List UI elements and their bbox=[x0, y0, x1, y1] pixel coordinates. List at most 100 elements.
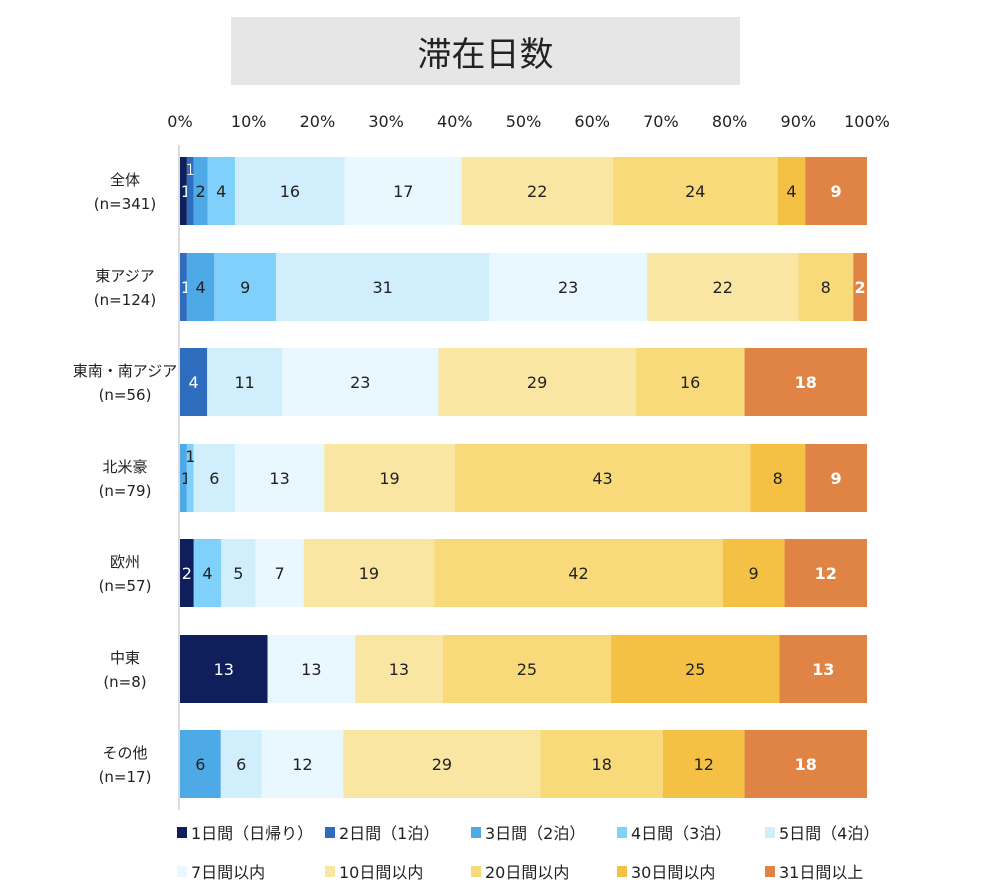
bar-segment bbox=[186, 444, 194, 512]
bar-segment bbox=[798, 253, 854, 321]
bar-segment bbox=[214, 253, 277, 321]
data-label: 29 bbox=[527, 373, 547, 392]
bar-segment bbox=[186, 157, 194, 225]
bar-segment bbox=[255, 539, 304, 607]
data-label: 17 bbox=[393, 182, 413, 201]
bar-segment bbox=[647, 253, 799, 321]
data-label: 19 bbox=[379, 469, 399, 488]
data-label: 13 bbox=[389, 660, 409, 679]
bar-segment bbox=[722, 539, 785, 607]
data-label: 23 bbox=[558, 278, 578, 297]
legend-label: 31日間以上 bbox=[779, 863, 863, 882]
category-n-label: (n=8) bbox=[103, 673, 146, 691]
x-tick-label: 20% bbox=[300, 112, 336, 131]
category-n-label: (n=17) bbox=[99, 768, 152, 786]
bar-segment bbox=[180, 635, 268, 703]
legend-swatch bbox=[325, 866, 335, 877]
legend-label: 5日間（4泊） bbox=[779, 824, 879, 843]
bar-segment bbox=[180, 348, 208, 416]
data-label: 2 bbox=[196, 182, 206, 201]
data-label: 13 bbox=[812, 660, 834, 679]
data-label: 2 bbox=[182, 564, 192, 583]
bar-segment bbox=[261, 730, 344, 798]
bar-segment bbox=[489, 253, 648, 321]
data-label: 25 bbox=[517, 660, 537, 679]
data-label: 1 bbox=[181, 278, 191, 297]
bar-segment bbox=[193, 539, 222, 607]
data-label: 9 bbox=[831, 469, 842, 488]
bar-segment bbox=[662, 730, 745, 798]
legend-label: 2日間（1泊） bbox=[339, 824, 439, 843]
bar-segment bbox=[461, 157, 613, 225]
x-tick-label: 90% bbox=[781, 112, 817, 131]
legend-swatch bbox=[617, 827, 627, 838]
data-label: 22 bbox=[713, 278, 733, 297]
data-label: 8 bbox=[821, 278, 831, 297]
bar-segment bbox=[186, 253, 215, 321]
bar-segment bbox=[744, 348, 867, 416]
bar-segment bbox=[434, 539, 723, 607]
bar-segment bbox=[180, 253, 187, 321]
data-label: 11 bbox=[234, 373, 254, 392]
x-tick-label: 70% bbox=[643, 112, 679, 131]
data-label: 13 bbox=[214, 660, 234, 679]
x-tick-label: 100% bbox=[844, 112, 890, 131]
data-label: 23 bbox=[350, 373, 370, 392]
x-tick-label: 50% bbox=[506, 112, 542, 131]
legend-label: 10日間以内 bbox=[339, 863, 423, 882]
data-label: 12 bbox=[694, 755, 714, 774]
legend-swatch bbox=[471, 866, 481, 877]
x-tick-label: 60% bbox=[574, 112, 610, 131]
data-label: 1 bbox=[181, 182, 191, 201]
bar-segment bbox=[207, 348, 283, 416]
data-label: 4 bbox=[202, 564, 212, 583]
data-label: 9 bbox=[240, 278, 250, 297]
legend-swatch bbox=[765, 827, 775, 838]
category-n-label: (n=57) bbox=[99, 577, 152, 595]
data-label: 4 bbox=[786, 182, 796, 201]
bar-segment bbox=[234, 444, 325, 512]
legend-label: 30日間以内 bbox=[631, 863, 715, 882]
bar-segment bbox=[193, 444, 235, 512]
legend-swatch bbox=[471, 827, 481, 838]
bar-segment bbox=[180, 730, 221, 798]
bar-segment bbox=[442, 635, 612, 703]
category-label: その他 bbox=[102, 744, 147, 762]
data-label: 16 bbox=[680, 373, 700, 392]
bar-segment bbox=[805, 444, 867, 512]
bar-segment bbox=[303, 539, 435, 607]
legend-swatch bbox=[765, 866, 775, 877]
chart-title: 滞在日数 bbox=[231, 17, 740, 85]
bar-segment bbox=[282, 348, 439, 416]
data-label: 18 bbox=[592, 755, 612, 774]
data-label: 6 bbox=[209, 469, 219, 488]
data-label: 13 bbox=[301, 660, 321, 679]
data-label: 4 bbox=[196, 278, 206, 297]
data-label: 1 bbox=[181, 469, 191, 488]
category-label: 全体 bbox=[110, 171, 140, 189]
legend-label: 4日間（3泊） bbox=[631, 824, 731, 843]
x-tick-label: 80% bbox=[712, 112, 748, 131]
bar-segment bbox=[612, 157, 778, 225]
bar-segment bbox=[805, 157, 867, 225]
bar-segment bbox=[438, 348, 636, 416]
bar-segment bbox=[777, 157, 806, 225]
bar-segment bbox=[234, 157, 345, 225]
category-n-label: (n=124) bbox=[94, 291, 156, 309]
legend-label: 1日間（日帰り） bbox=[191, 824, 313, 843]
data-label: 25 bbox=[685, 660, 705, 679]
bar-segment bbox=[180, 444, 187, 512]
bar-segment bbox=[344, 157, 462, 225]
x-tick-label: 30% bbox=[368, 112, 404, 131]
bar-segment bbox=[267, 635, 356, 703]
legend-label: 7日間以内 bbox=[191, 863, 265, 882]
data-label: 8 bbox=[773, 469, 783, 488]
category-label: 東アジア bbox=[95, 267, 154, 285]
data-label: 24 bbox=[685, 182, 705, 201]
bar-segment bbox=[611, 635, 780, 703]
data-label: 22 bbox=[527, 182, 547, 201]
legend-swatch bbox=[177, 827, 187, 838]
data-label: 2 bbox=[855, 278, 866, 297]
bar-segment bbox=[784, 539, 867, 607]
